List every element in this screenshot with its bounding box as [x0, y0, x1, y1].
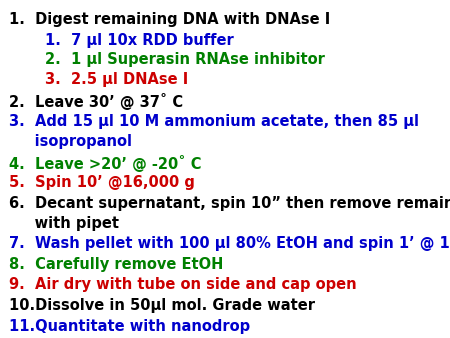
Text: 11.Quantitate with nanodrop: 11.Quantitate with nanodrop [9, 319, 250, 334]
Text: 2.  Leave 30’ @ 37˚ C: 2. Leave 30’ @ 37˚ C [9, 93, 183, 110]
Text: 1.  7 μl 10x RDD buffer: 1. 7 μl 10x RDD buffer [45, 33, 234, 48]
Text: 9.  Air dry with tube on side and cap open: 9. Air dry with tube on side and cap ope… [9, 277, 356, 292]
Text: 2.  1 μl Superasin RNAse inhibitor: 2. 1 μl Superasin RNAse inhibitor [45, 52, 325, 67]
Text: with pipet: with pipet [9, 216, 119, 231]
Text: 6.  Decant supernatant, spin 10” then remove remainder: 6. Decant supernatant, spin 10” then rem… [9, 196, 450, 211]
Text: 3.  2.5 μl DNAse I: 3. 2.5 μl DNAse I [45, 72, 188, 87]
Text: 3.  Add 15 μl 10 M ammonium acetate, then 85 μl: 3. Add 15 μl 10 M ammonium acetate, then… [9, 114, 419, 129]
Text: 7.  Wash pellet with 100 μl 80% EtOH and spin 1’ @ 16000: 7. Wash pellet with 100 μl 80% EtOH and … [9, 236, 450, 251]
Text: 5.  Spin 10’ @16,000 g: 5. Spin 10’ @16,000 g [9, 175, 195, 190]
Text: isopropanol: isopropanol [9, 134, 132, 149]
Text: 8.  Carefully remove EtOH: 8. Carefully remove EtOH [9, 257, 223, 272]
Text: 1.  Digest remaining DNA with DNAse I: 1. Digest remaining DNA with DNAse I [9, 12, 330, 27]
Text: 4.  Leave >20’ @ -20˚ C: 4. Leave >20’ @ -20˚ C [9, 154, 202, 172]
Text: 10.Dissolve in 50μl mol. Grade water: 10.Dissolve in 50μl mol. Grade water [9, 298, 315, 313]
